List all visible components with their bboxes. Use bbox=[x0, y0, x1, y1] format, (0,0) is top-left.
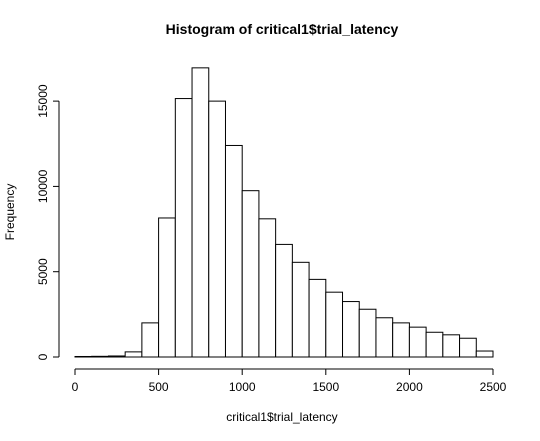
histogram-bar bbox=[74, 355, 93, 358]
x-axis: 0 500 1000 1500 2000 2500 bbox=[72, 368, 507, 394]
y-tick-label: 5000 bbox=[36, 258, 50, 285]
histogram-bar bbox=[459, 337, 477, 358]
chart-title: Histogram of critical1$trial_latency bbox=[166, 21, 399, 37]
histogram-bar bbox=[325, 291, 344, 358]
histogram-bar bbox=[258, 218, 277, 358]
x-tick-label: 500 bbox=[149, 380, 169, 394]
x-axis-label: critical1$trial_latency bbox=[226, 410, 337, 424]
histogram-bar bbox=[475, 350, 494, 358]
histogram-bar bbox=[442, 334, 461, 358]
histogram-bar bbox=[342, 301, 360, 358]
histogram-bar bbox=[91, 355, 109, 358]
y-tick-label: 15000 bbox=[36, 84, 50, 118]
histogram-bar bbox=[375, 317, 394, 358]
histogram-bar bbox=[158, 217, 176, 358]
histogram-bar bbox=[224, 144, 243, 358]
histogram-bar bbox=[191, 67, 210, 358]
x-tick-label: 0 bbox=[72, 380, 79, 394]
histogram-bar bbox=[141, 322, 160, 358]
histogram-bar bbox=[358, 308, 377, 358]
x-tick-label: 1000 bbox=[229, 380, 256, 394]
x-tick-label: 2000 bbox=[396, 380, 423, 394]
x-tick-label: 1500 bbox=[312, 380, 339, 394]
histogram-bar bbox=[174, 98, 193, 358]
bars-group bbox=[74, 67, 494, 358]
histogram-bar bbox=[124, 351, 143, 358]
y-tick-label: 10000 bbox=[36, 169, 50, 203]
y-tick-label: 0 bbox=[36, 353, 50, 360]
histogram-bar bbox=[392, 322, 410, 358]
histogram-bar bbox=[208, 100, 226, 358]
histogram-bar bbox=[241, 190, 260, 358]
y-axis-label: Frequency bbox=[3, 184, 17, 241]
x-tick-label: 2500 bbox=[480, 380, 507, 394]
histogram-bar bbox=[308, 278, 327, 358]
y-axis: 0 5000 10000 15000 bbox=[36, 84, 60, 360]
histogram-bar bbox=[275, 243, 293, 358]
histogram-bar bbox=[291, 261, 310, 358]
histogram-bar bbox=[107, 355, 126, 358]
histogram-bar bbox=[425, 331, 444, 358]
histogram-bar bbox=[408, 326, 427, 358]
